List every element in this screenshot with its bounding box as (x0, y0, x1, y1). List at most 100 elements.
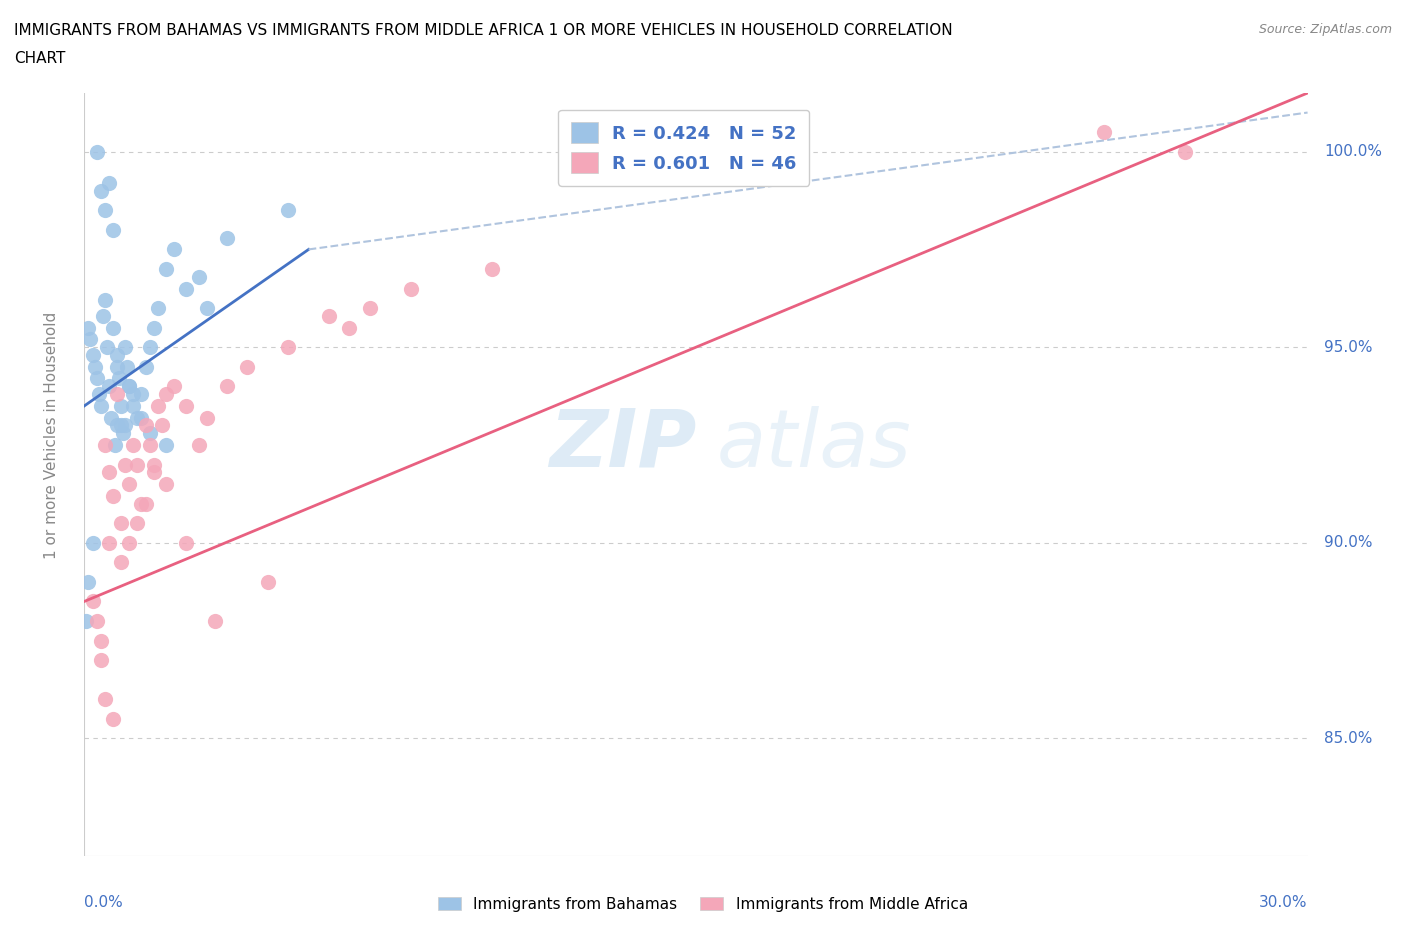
Point (135, 418, 157, 432)
Point (101, 320, 124, 335)
Point (195, 410, 218, 425)
Point (277, 339, 299, 354)
Point (93, 692, 115, 707)
Text: 100.0%: 100.0% (1324, 144, 1382, 159)
Point (93, 293, 115, 308)
Point (174, 281, 197, 296)
Text: CHART: CHART (14, 51, 66, 66)
Point (131, 497, 153, 512)
Point (339, 320, 361, 335)
Point (163, 379, 186, 393)
Point (90, 633, 112, 648)
Text: 90.0%: 90.0% (1324, 536, 1372, 551)
Point (86, 614, 108, 629)
Point (138, 437, 160, 452)
Point (122, 398, 145, 413)
Point (75, 614, 97, 629)
Point (1092, 125, 1115, 140)
Legend: Immigrants from Bahamas, Immigrants from Middle Africa: Immigrants from Bahamas, Immigrants from… (432, 890, 974, 918)
Point (97, 465, 120, 480)
Point (93, 203, 115, 218)
Point (146, 398, 169, 413)
Point (90, 653, 112, 668)
Point (96, 339, 118, 354)
Point (163, 242, 186, 257)
Legend: R = 0.424   N = 52, R = 0.601   N = 46: R = 0.424 N = 52, R = 0.601 N = 46 (558, 110, 810, 186)
Point (93, 437, 115, 452)
Point (155, 437, 177, 452)
Text: 30.0%: 30.0% (1260, 895, 1308, 910)
Point (122, 437, 145, 452)
Text: 85.0%: 85.0% (1324, 731, 1372, 746)
Point (1174, 144, 1197, 159)
Point (257, 575, 280, 590)
Point (100, 410, 122, 425)
Point (90, 183, 112, 198)
Point (101, 488, 124, 503)
Point (108, 371, 131, 386)
Point (110, 516, 132, 531)
Point (142, 320, 165, 335)
Point (97, 379, 120, 393)
Point (79, 332, 101, 347)
Point (150, 418, 173, 432)
Point (118, 477, 141, 492)
Point (97, 536, 120, 551)
Text: 1 or more Vehicles in Household: 1 or more Vehicles in Household (44, 312, 59, 559)
Point (174, 398, 197, 413)
Point (105, 418, 128, 432)
Text: atlas: atlas (717, 406, 911, 484)
Point (101, 222, 124, 237)
Text: 0.0%: 0.0% (84, 895, 124, 910)
Point (135, 359, 157, 374)
Point (174, 536, 197, 551)
Point (82, 536, 104, 551)
Point (91, 309, 114, 324)
Point (87, 387, 110, 402)
Point (90, 398, 112, 413)
Point (110, 418, 132, 432)
Point (105, 387, 128, 402)
Point (127, 516, 149, 531)
Point (110, 555, 132, 570)
Point (77, 320, 100, 335)
Point (187, 437, 209, 452)
Point (142, 465, 165, 480)
Point (122, 387, 145, 402)
Point (359, 300, 381, 315)
Point (118, 379, 141, 393)
Point (82, 348, 104, 363)
Point (86, 371, 108, 386)
Point (115, 359, 138, 374)
Point (236, 359, 259, 374)
Point (127, 457, 149, 472)
Point (82, 594, 104, 609)
Point (105, 359, 128, 374)
Point (101, 711, 124, 726)
Point (187, 270, 209, 285)
Point (131, 410, 153, 425)
Point (217, 231, 239, 246)
Point (131, 387, 153, 402)
Point (127, 410, 149, 425)
Point (146, 300, 169, 315)
Point (77, 575, 100, 590)
Point (195, 300, 218, 315)
Point (138, 339, 160, 354)
Point (155, 387, 177, 402)
Text: ZIP: ZIP (548, 406, 696, 484)
Point (114, 339, 136, 354)
Point (104, 437, 127, 452)
Point (110, 398, 132, 413)
Point (83, 359, 105, 374)
Point (97, 176, 120, 191)
Point (204, 614, 226, 629)
Point (155, 261, 177, 276)
Point (114, 418, 136, 432)
Point (114, 457, 136, 472)
Point (118, 536, 141, 551)
Point (277, 203, 299, 218)
Text: IMMIGRANTS FROM BAHAMAS VS IMMIGRANTS FROM MIDDLE AFRICA 1 OR MORE VEHICLES IN H: IMMIGRANTS FROM BAHAMAS VS IMMIGRANTS FR… (14, 23, 953, 38)
Point (481, 261, 503, 276)
Point (86, 144, 108, 159)
